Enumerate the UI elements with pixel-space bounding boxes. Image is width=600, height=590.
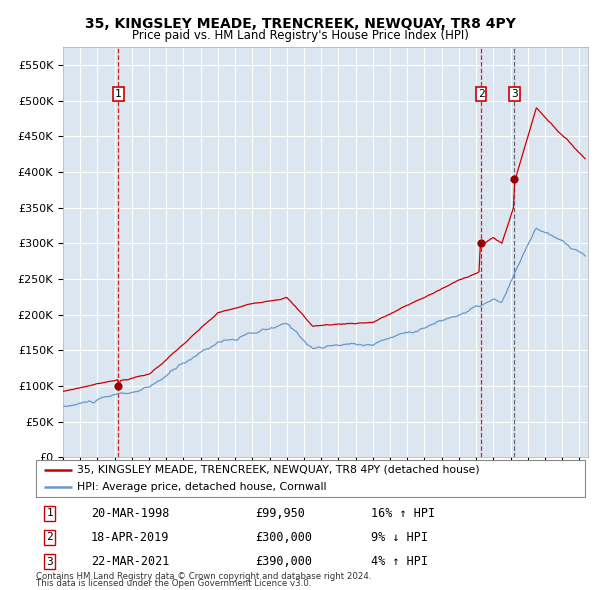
Text: 3: 3	[46, 556, 53, 566]
Text: £99,950: £99,950	[256, 507, 305, 520]
Text: 18-APR-2019: 18-APR-2019	[91, 531, 169, 544]
Text: 9% ↓ HPI: 9% ↓ HPI	[371, 531, 428, 544]
Point	[509, 175, 519, 184]
Text: £390,000: £390,000	[256, 555, 313, 568]
FancyBboxPatch shape	[36, 460, 585, 497]
Point	[113, 381, 123, 391]
Text: 35, KINGSLEY MEADE, TRENCREEK, NEWQUAY, TR8 4PY (detached house): 35, KINGSLEY MEADE, TRENCREEK, NEWQUAY, …	[77, 465, 480, 474]
Text: 4% ↑ HPI: 4% ↑ HPI	[371, 555, 428, 568]
Text: This data is licensed under the Open Government Licence v3.0.: This data is licensed under the Open Gov…	[36, 579, 311, 588]
Text: 20-MAR-1998: 20-MAR-1998	[91, 507, 169, 520]
Text: 1: 1	[115, 88, 122, 99]
Text: 35, KINGSLEY MEADE, TRENCREEK, NEWQUAY, TR8 4PY: 35, KINGSLEY MEADE, TRENCREEK, NEWQUAY, …	[85, 17, 515, 31]
Text: HPI: Average price, detached house, Cornwall: HPI: Average price, detached house, Corn…	[77, 482, 326, 491]
Text: Contains HM Land Registry data © Crown copyright and database right 2024.: Contains HM Land Registry data © Crown c…	[36, 572, 371, 581]
Text: £300,000: £300,000	[256, 531, 313, 544]
Text: 1: 1	[46, 509, 53, 519]
Text: Price paid vs. HM Land Registry's House Price Index (HPI): Price paid vs. HM Land Registry's House …	[131, 30, 469, 42]
Point	[476, 238, 486, 248]
Text: 2: 2	[478, 88, 484, 99]
Text: 3: 3	[511, 88, 518, 99]
Text: 2: 2	[46, 533, 53, 542]
Text: 22-MAR-2021: 22-MAR-2021	[91, 555, 169, 568]
Text: 16% ↑ HPI: 16% ↑ HPI	[371, 507, 435, 520]
